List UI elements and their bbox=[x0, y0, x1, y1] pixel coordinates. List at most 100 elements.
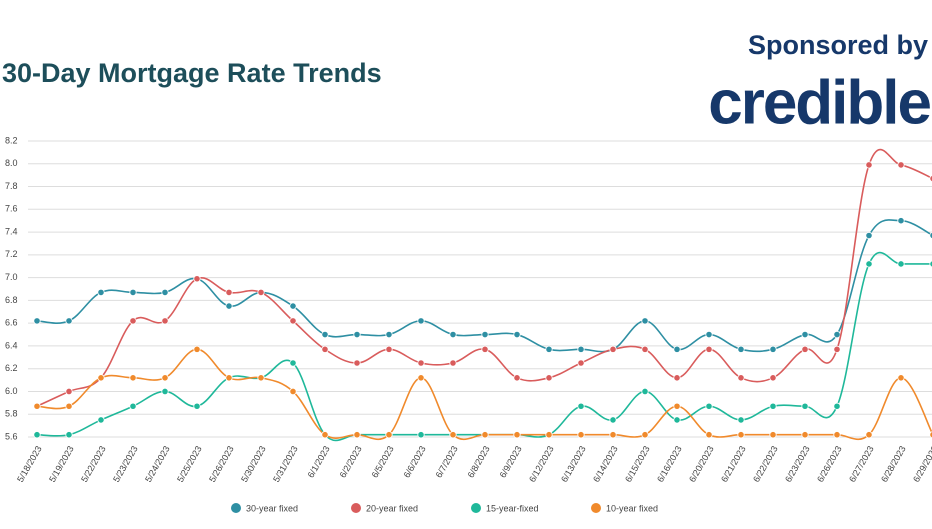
data-point bbox=[929, 260, 932, 268]
data-point bbox=[321, 330, 329, 339]
data-point bbox=[161, 387, 169, 396]
x-tick-label: 5/19/2023 bbox=[47, 444, 76, 484]
data-point bbox=[801, 431, 809, 439]
data-point bbox=[385, 330, 393, 339]
x-tick-label: 5/25/2023 bbox=[175, 444, 204, 484]
data-point bbox=[481, 431, 489, 439]
data-point bbox=[129, 317, 137, 325]
data-point bbox=[737, 374, 745, 382]
y-tick-label: 8.2 bbox=[5, 135, 18, 145]
y-tick-label: 6.4 bbox=[5, 340, 18, 350]
legend-marker bbox=[591, 503, 601, 513]
data-point bbox=[929, 431, 932, 439]
chart-title: 30-Day Mortgage Rate Trends bbox=[2, 58, 382, 88]
data-point bbox=[225, 374, 233, 382]
data-point bbox=[929, 232, 932, 239]
y-tick-label: 5.6 bbox=[5, 431, 18, 441]
y-tick-label: 6.0 bbox=[5, 386, 18, 396]
x-tick-label: 6/12/2023 bbox=[527, 444, 556, 484]
x-tick-label: 6/5/2023 bbox=[370, 444, 396, 479]
data-point bbox=[833, 345, 841, 353]
data-point bbox=[865, 161, 873, 169]
brand-logo: credible bbox=[708, 68, 930, 137]
data-point bbox=[417, 359, 425, 367]
legend-label: 20-year fixed bbox=[366, 503, 418, 513]
data-point bbox=[129, 402, 137, 410]
data-point bbox=[193, 402, 201, 410]
data-point bbox=[481, 345, 489, 353]
data-point bbox=[65, 402, 73, 410]
data-point bbox=[673, 416, 681, 424]
data-point bbox=[737, 345, 745, 353]
data-point bbox=[769, 431, 777, 439]
data-point bbox=[641, 431, 649, 439]
legend-marker bbox=[351, 503, 361, 513]
x-tick-label: 6/26/2023 bbox=[815, 444, 844, 484]
y-tick-label: 7.2 bbox=[5, 249, 18, 259]
data-point bbox=[609, 431, 617, 439]
x-tick-label: 6/29/2023 bbox=[911, 444, 932, 484]
data-point bbox=[833, 402, 841, 410]
x-tick-label: 6/14/2023 bbox=[591, 444, 620, 484]
data-point bbox=[417, 374, 425, 382]
legend-marker bbox=[231, 503, 241, 513]
legend-label: 30-year fixed bbox=[246, 503, 298, 513]
data-point bbox=[449, 330, 457, 339]
data-point bbox=[353, 330, 361, 339]
data-point bbox=[513, 330, 521, 339]
y-tick-label: 6.8 bbox=[5, 295, 18, 305]
data-point bbox=[161, 317, 169, 325]
x-tick-label: 6/1/2023 bbox=[306, 444, 332, 479]
sponsor-label: Sponsored by bbox=[748, 30, 928, 60]
data-point bbox=[65, 431, 73, 439]
data-point bbox=[769, 402, 777, 410]
data-point bbox=[673, 374, 681, 382]
y-tick-label: 7.6 bbox=[5, 204, 18, 214]
data-point bbox=[65, 317, 73, 325]
data-point bbox=[737, 431, 745, 439]
data-point bbox=[481, 330, 489, 339]
data-point bbox=[193, 275, 201, 283]
data-point bbox=[97, 374, 105, 382]
data-point bbox=[705, 345, 713, 353]
data-point bbox=[833, 431, 841, 439]
data-point bbox=[129, 288, 137, 297]
data-point bbox=[769, 345, 777, 353]
data-point bbox=[257, 288, 265, 297]
data-point bbox=[865, 431, 873, 439]
data-point bbox=[289, 317, 297, 325]
y-tick-label: 7.4 bbox=[5, 226, 18, 236]
data-point bbox=[545, 431, 553, 439]
data-point bbox=[705, 330, 713, 339]
x-tick-label: 6/7/2023 bbox=[434, 444, 460, 479]
data-point bbox=[897, 374, 905, 382]
data-point bbox=[449, 431, 457, 439]
x-tick-label: 6/9/2023 bbox=[498, 444, 524, 479]
data-point bbox=[353, 431, 361, 439]
data-point bbox=[929, 175, 932, 183]
data-point bbox=[865, 260, 873, 268]
data-point bbox=[545, 374, 553, 382]
y-tick-label: 7.8 bbox=[5, 181, 18, 191]
data-point bbox=[577, 431, 585, 439]
x-tick-label: 6/28/2023 bbox=[879, 444, 908, 484]
x-tick-label: 5/23/2023 bbox=[111, 444, 140, 484]
data-point bbox=[225, 288, 233, 297]
data-point bbox=[193, 345, 201, 353]
data-point bbox=[641, 387, 649, 396]
y-tick-label: 5.8 bbox=[5, 409, 18, 419]
data-point bbox=[289, 302, 297, 310]
x-tick-label: 6/20/2023 bbox=[687, 444, 716, 484]
x-tick-label: 6/23/2023 bbox=[783, 444, 812, 484]
data-point bbox=[385, 431, 393, 439]
x-tick-label: 6/22/2023 bbox=[751, 444, 780, 484]
data-point bbox=[353, 359, 361, 367]
data-point bbox=[257, 374, 265, 382]
legend-label: 10-year fixed bbox=[606, 503, 658, 513]
legend-marker bbox=[471, 503, 481, 513]
data-point bbox=[577, 345, 585, 353]
data-point bbox=[161, 288, 169, 297]
data-point bbox=[513, 374, 521, 382]
series-line bbox=[36, 348, 932, 441]
